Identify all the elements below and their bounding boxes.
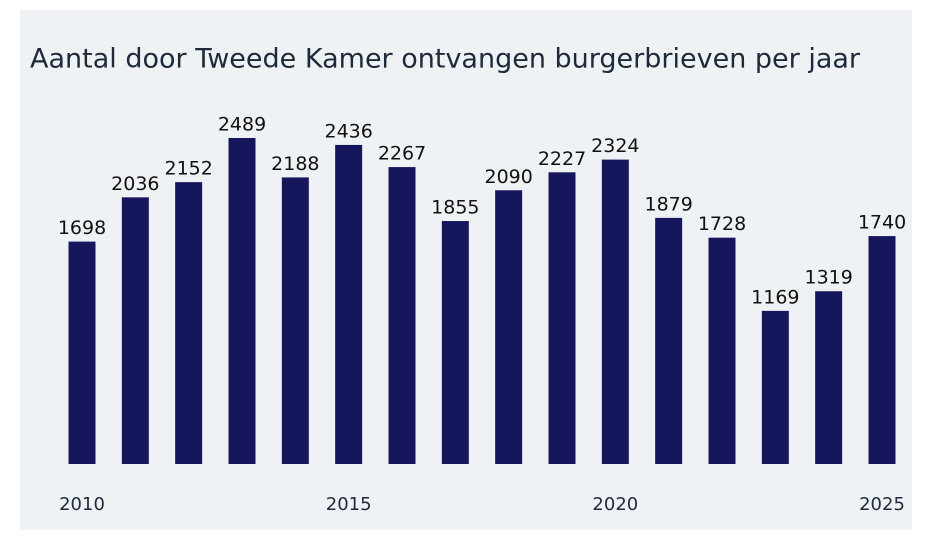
bar [655,217,683,464]
bar [761,310,789,464]
bar [495,190,523,465]
data-label: 1855 [431,197,479,219]
data-label: 2436 [324,120,372,142]
data-label: 1169 [751,286,799,308]
data-label: 2090 [484,166,532,188]
data-label: 2267 [378,143,426,165]
bar [68,241,96,464]
data-label: 2152 [164,158,212,180]
bar [601,159,629,464]
x-tick-label: 2020 [592,494,638,515]
bar [121,197,149,464]
data-label: 1879 [644,193,692,215]
chart-title: Aantal door Tweede Kamer ontvangen burge… [30,44,861,75]
bar [815,291,843,464]
bar [228,138,256,464]
bar [175,182,203,464]
bar [281,177,309,464]
data-label: 1698 [58,217,106,239]
data-label: 2036 [111,173,159,195]
data-label: 2188 [271,153,319,175]
data-label: 2489 [218,114,266,136]
bar [868,236,896,464]
bar [335,144,363,464]
bar [388,167,416,465]
data-label: 1740 [858,212,906,234]
data-label: 1728 [698,213,746,235]
x-tick-label: 2010 [59,494,105,515]
bar [708,237,736,464]
data-label: 2324 [591,135,639,157]
bar [441,221,469,464]
data-label: 2227 [538,148,586,170]
data-label: 1319 [804,267,852,289]
bar [548,172,576,464]
x-tick-label: 2025 [859,494,905,515]
x-tick-label: 2015 [326,494,372,515]
